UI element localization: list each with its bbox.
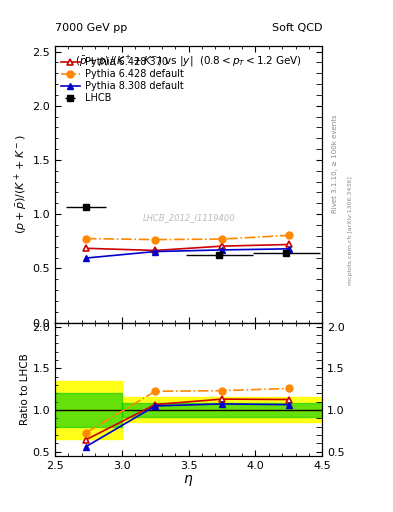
Text: mcplots.cern.ch [arXiv:1306.3436]: mcplots.cern.ch [arXiv:1306.3436]	[348, 176, 353, 285]
Pythia 8.308 default	[153, 248, 158, 254]
Text: LHCB_2012_I1119400: LHCB_2012_I1119400	[142, 213, 235, 222]
Line: Pythia 6.428 default: Pythia 6.428 default	[82, 232, 292, 243]
Legend: Pythia 6.428 370, Pythia 6.428 default, Pythia 8.308 default, LHCB: Pythia 6.428 370, Pythia 6.428 default, …	[58, 54, 187, 106]
Y-axis label: Ratio to LHCB: Ratio to LHCB	[20, 353, 29, 425]
Line: Pythia 6.428 370: Pythia 6.428 370	[82, 241, 292, 254]
Pythia 6.428 370	[220, 243, 224, 249]
Pythia 6.428 default	[220, 236, 224, 242]
Pythia 6.428 default	[83, 236, 88, 242]
Line: Pythia 8.308 default: Pythia 8.308 default	[82, 245, 292, 262]
Pythia 8.308 default	[83, 255, 88, 261]
Pythia 8.308 default	[220, 247, 224, 253]
Text: Rivet 3.1.10, ≥ 100k events: Rivet 3.1.10, ≥ 100k events	[332, 115, 338, 213]
Text: 7000 GeV pp: 7000 GeV pp	[55, 23, 127, 33]
Pythia 6.428 370	[153, 247, 158, 253]
Pythia 6.428 default	[286, 232, 291, 239]
Y-axis label: $(p+\bar{p})/(K^+ + K^-)$: $(p+\bar{p})/(K^+ + K^-)$	[12, 135, 29, 234]
Text: Soft QCD: Soft QCD	[272, 23, 322, 33]
Text: $(\bar{p}+p)/(K^{+}+K^{-})$ vs $|y|$  $(0.8 < p_{T} < 1.2$ GeV$)$: $(\bar{p}+p)/(K^{+}+K^{-})$ vs $|y|$ $(0…	[75, 54, 302, 70]
Pythia 8.308 default	[286, 246, 291, 252]
Pythia 6.428 default	[153, 237, 158, 243]
Pythia 6.428 370	[83, 245, 88, 251]
Pythia 6.428 370	[286, 242, 291, 248]
X-axis label: $\eta$: $\eta$	[184, 473, 194, 488]
